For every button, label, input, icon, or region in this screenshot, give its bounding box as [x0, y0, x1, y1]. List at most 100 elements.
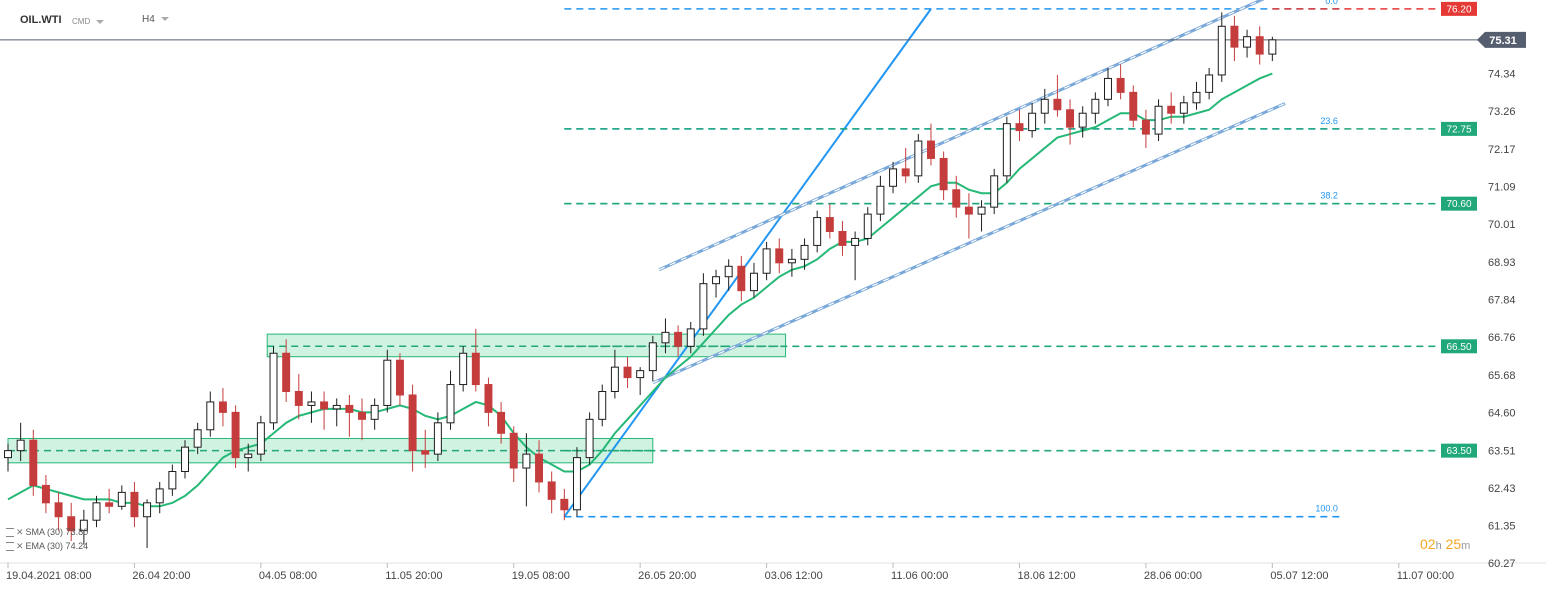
candle-body — [1078, 112, 1087, 128]
candle-body — [610, 366, 619, 393]
candle-body — [105, 502, 114, 507]
candle-body — [926, 140, 935, 159]
y-tick-label: 62.43 — [1488, 483, 1516, 495]
level-label: 63.50 — [1446, 446, 1471, 457]
candle-countdown: 02h 25m — [1420, 536, 1470, 552]
ema-legend-label: EMA (30) 74.24 — [25, 541, 89, 551]
candle-body — [648, 342, 657, 372]
candle-body — [585, 418, 594, 459]
fib-label: 23.6 — [1320, 116, 1338, 126]
candle-body — [1040, 98, 1049, 114]
candle-body — [282, 352, 291, 393]
current-price-badge — [1477, 31, 1526, 48]
candle-body — [421, 450, 430, 455]
candle-body — [509, 432, 518, 469]
x-tick-label: 26.04 20:00 — [132, 570, 190, 582]
candle-body — [522, 453, 531, 469]
candle-body — [1104, 77, 1112, 100]
candle-body — [914, 140, 923, 177]
y-tick-label: 70.01 — [1488, 219, 1516, 231]
candle-body — [181, 446, 189, 473]
timeframe-selector[interactable]: H4 — [142, 14, 169, 25]
candle-body — [813, 217, 822, 246]
candle-body — [1230, 25, 1239, 48]
ema-legend[interactable]: ✕ EMA (30) 74.24 — [6, 541, 88, 552]
candle-body — [218, 401, 227, 413]
fib-label: 0.0 — [1325, 0, 1338, 6]
fib-label: 38.2 — [1320, 191, 1338, 201]
candle-body — [231, 411, 240, 459]
y-tick-label: 61.35 — [1488, 520, 1516, 532]
candle-body — [294, 391, 303, 406]
candle-body — [990, 175, 999, 208]
close-icon[interactable]: ✕ — [16, 541, 24, 551]
channel-upper — [658, 0, 1265, 272]
candle-body — [838, 230, 847, 246]
level-label: 76.20 — [1446, 4, 1471, 15]
close-icon[interactable]: ✕ — [16, 527, 24, 537]
candle-body — [497, 411, 506, 434]
symbol-label[interactable]: OIL.WTI — [20, 14, 62, 26]
current-price-label: 75.31 — [1489, 35, 1517, 47]
x-tick-label: 04.05 08:00 — [259, 570, 317, 582]
y-tick-label: 73.26 — [1488, 106, 1516, 118]
candle-body — [851, 237, 860, 246]
y-tick-label: 63.51 — [1488, 445, 1516, 457]
candle-body — [1167, 105, 1176, 114]
chevron-down-icon — [160, 17, 169, 22]
level-label: 70.60 — [1446, 199, 1471, 210]
candle-body — [939, 157, 948, 191]
sma-legend[interactable]: ✕ SMA (30) 73.80 — [6, 527, 88, 538]
fib-trendline — [563, 8, 932, 518]
x-tick-label: 28.06 00:00 — [1144, 570, 1202, 582]
y-tick-label: 71.09 — [1488, 182, 1516, 194]
channel-lower — [652, 102, 1286, 385]
candle-body — [358, 411, 366, 420]
candle-body — [535, 453, 544, 483]
candle-body — [1255, 36, 1264, 55]
candle-body — [547, 481, 556, 500]
candle-body — [1053, 98, 1062, 111]
menu-icon[interactable] — [6, 528, 14, 538]
candle-body — [256, 422, 265, 455]
candle-body — [433, 422, 442, 455]
candle-body — [674, 331, 683, 347]
candle-body — [155, 488, 164, 504]
candle-body — [320, 401, 329, 410]
candle-body — [1243, 36, 1252, 48]
candle-body — [1066, 109, 1075, 128]
candle-body — [193, 429, 202, 448]
sma-line — [7, 72, 1273, 508]
level-badge — [1441, 443, 1477, 458]
candle-body — [459, 352, 468, 386]
timeframe-label: H4 — [142, 14, 155, 25]
candle-body — [1091, 98, 1100, 114]
candle-body — [977, 206, 986, 215]
level-label: 66.50 — [1446, 342, 1471, 353]
market-selector[interactable]: CMD — [72, 17, 105, 26]
x-tick-label: 03.06 12:00 — [765, 570, 823, 582]
candle-body — [636, 370, 645, 379]
candle-body — [787, 258, 796, 264]
x-tick-label: 19.05 08:00 — [512, 570, 570, 582]
candle-body — [952, 189, 961, 208]
candle-body — [168, 471, 177, 490]
x-tick-label: 19.04.2021 08:00 — [6, 570, 92, 582]
candle-body — [560, 498, 569, 511]
candle-body — [901, 168, 910, 177]
candle-body — [1192, 91, 1201, 104]
chevron-down-icon — [96, 19, 105, 24]
candle-body — [1141, 119, 1150, 135]
y-tick-label: 72.17 — [1488, 144, 1516, 156]
candle-body — [41, 484, 50, 504]
candle-body — [686, 328, 695, 347]
candle-body — [825, 217, 834, 232]
candle-body — [345, 404, 354, 413]
candle-body — [67, 516, 76, 532]
candle-body — [1179, 102, 1188, 114]
y-tick-label: 64.60 — [1488, 407, 1516, 419]
menu-icon[interactable] — [6, 542, 14, 552]
countdown-m: m — [1461, 540, 1471, 552]
channel-upper-dash — [658, 0, 1263, 271]
